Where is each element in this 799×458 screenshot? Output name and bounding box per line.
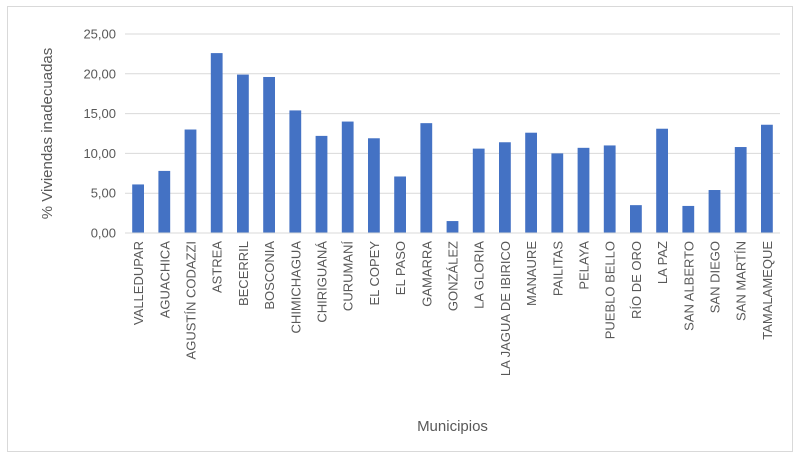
x-tick-label: CHIRIGUANÁ	[315, 241, 330, 323]
bar	[237, 74, 249, 233]
x-tick-label: LA PAZ	[655, 241, 670, 284]
y-tick-label: 0,00	[91, 226, 116, 241]
bar	[263, 76, 275, 233]
bar	[499, 142, 511, 233]
x-tick-label: ASTREA	[210, 241, 225, 293]
bar	[210, 53, 223, 233]
bar	[761, 124, 773, 233]
bar	[315, 135, 328, 233]
bar	[708, 190, 721, 233]
x-tick-label: LA GLORIA	[472, 241, 487, 309]
bar	[472, 148, 485, 233]
bar	[603, 145, 616, 233]
x-tick-label: AGUSTÍN CODAZZI	[184, 241, 199, 359]
bar	[446, 221, 459, 233]
bar	[368, 138, 380, 233]
bar	[630, 205, 642, 233]
bar	[184, 129, 197, 233]
x-tick-label: TAMALAMEQUE	[760, 241, 775, 340]
y-tick-label: 10,00	[83, 146, 116, 161]
x-tick-label: MANAURE	[524, 241, 539, 306]
x-tick-label: PAILITAS	[550, 241, 565, 296]
y-tick-label: 20,00	[83, 66, 116, 81]
x-tick-label: CHIMICHAGUA	[288, 241, 303, 334]
bar	[656, 128, 668, 233]
x-tick-label: AGUACHICA	[157, 241, 172, 319]
x-tick-label: PELAYA	[577, 241, 592, 290]
bar	[577, 147, 590, 233]
bar-chart: 0,00 5,00 10,00 15,00 20,00 25,00 VALLEDUPAR A…	[39, 27, 780, 435]
bar	[525, 132, 537, 233]
x-tick-label: PUEBLO BELLO	[603, 241, 618, 339]
x-tick-label: BOSCONIA	[262, 241, 277, 310]
x-tick-label: SAN MARTÍN	[734, 241, 749, 321]
x-tick-label: GONZÁLEZ	[446, 241, 461, 311]
y-tick-label: 15,00	[83, 106, 116, 121]
y-tick-label: 5,00	[91, 186, 116, 201]
bar	[289, 110, 302, 233]
x-tick-label: SAN ALBERTO	[681, 241, 696, 331]
bar	[420, 123, 433, 233]
x-tick-label: RÍO DE ORO	[629, 241, 644, 319]
bar	[682, 205, 695, 233]
bar	[551, 153, 564, 233]
chart-area: 0,00 5,00 10,00 15,00 20,00 25,00 VALLEDUPAR A…	[7, 6, 793, 452]
bar	[341, 121, 354, 233]
bar	[132, 184, 144, 233]
gridlines	[125, 33, 780, 194]
x-tick-label: EL COPEY	[367, 241, 382, 306]
y-axis-ticks: 0,00 5,00 10,00 15,00 20,00 25,00	[83, 27, 116, 241]
x-axis-title: Municipios	[417, 418, 488, 435]
bar	[158, 170, 171, 233]
x-tick-label: BECERRIL	[236, 241, 251, 306]
y-axis-title: % Viviendas inadecuadas	[39, 48, 56, 220]
x-axis-ticks: VALLEDUPAR AGUACHICA AGUSTÍN CODAZZI ASTREA…	[131, 241, 775, 376]
bar	[394, 176, 406, 233]
y-tick-label: 25,00	[83, 27, 116, 42]
x-tick-label: EL PASO	[393, 241, 408, 295]
bar	[734, 147, 747, 233]
x-tick-label: VALLEDUPAR	[131, 241, 146, 325]
x-tick-label: LA JAGUA DE IBIRICO	[498, 241, 513, 376]
x-tick-label: GAMARRA	[419, 241, 434, 307]
x-tick-label: SAN DIEGO	[708, 241, 723, 313]
bars	[132, 53, 773, 233]
x-tick-label: CURUMANÍ	[341, 241, 356, 311]
